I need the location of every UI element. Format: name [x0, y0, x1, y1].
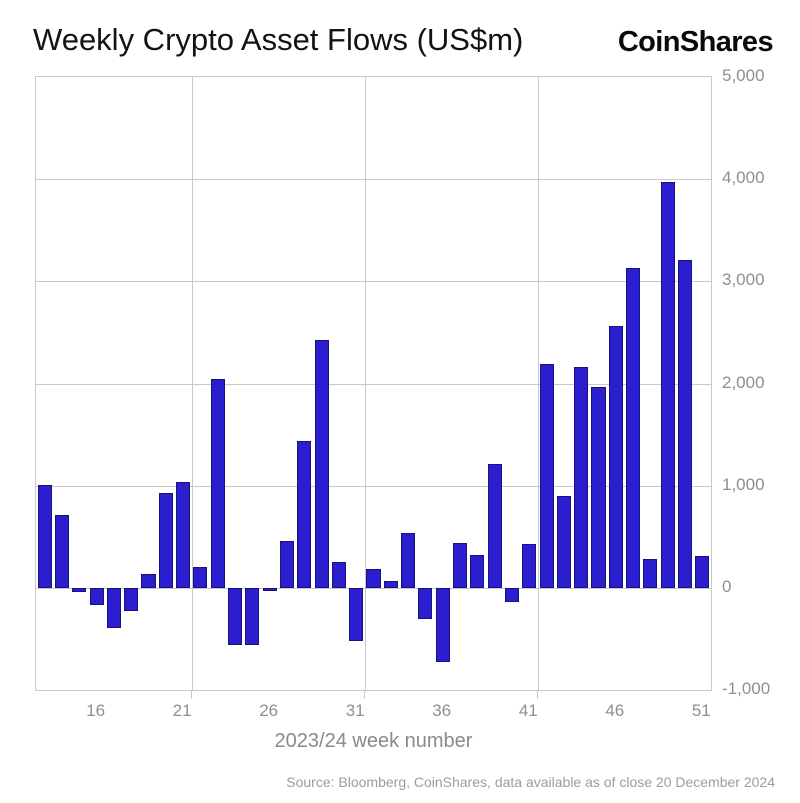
chart-title: Weekly Crypto Asset Flows (US$m) [33, 22, 524, 57]
bar-week-43 [556, 496, 571, 588]
y-tick-label--1000: -1,000 [722, 679, 771, 698]
y-tick-label-5000: 5,000 [722, 66, 765, 85]
bar-week-35 [418, 587, 433, 620]
bar-week-30 [331, 561, 346, 588]
bar-week-23 [210, 379, 225, 588]
bar-week-41 [522, 543, 537, 588]
bar-week-29 [314, 339, 329, 588]
y-tick-label-4000: 4,000 [722, 168, 765, 188]
bar-week-50 [677, 259, 693, 588]
bar-week-46 [608, 326, 623, 588]
bar-week-26 [262, 587, 277, 591]
x-tick-label-36: 36 [432, 701, 452, 720]
bar-week-42 [539, 364, 554, 588]
x-tick-label-46: 46 [605, 701, 625, 720]
bar-week-34 [401, 532, 416, 588]
bar-week-27 [279, 541, 295, 588]
h-gridline-3000 [36, 281, 711, 283]
coinshares-logo: CoinShares [617, 26, 774, 58]
x-axis-title: 2023/24 week number [274, 730, 473, 752]
bar-week-38 [470, 555, 485, 588]
bar-week-28 [297, 440, 312, 588]
y-tick-label-3000: 3,000 [722, 270, 765, 290]
bar-week-17 [106, 587, 121, 628]
v-gridline-week-31 [364, 77, 366, 690]
bar-week-51 [695, 556, 710, 588]
bar-week-37 [452, 542, 468, 588]
x-tick-label-41: 41 [518, 701, 538, 720]
x-tick-label-21: 21 [172, 701, 192, 720]
bar-week-39 [487, 463, 502, 588]
y-tick-label-0: 0 [722, 576, 732, 596]
bar-week-24 [227, 587, 243, 646]
h-gridline-2000 [36, 383, 711, 385]
bar-week-22 [193, 566, 208, 588]
bar-week-16 [89, 587, 104, 605]
bar-week-33 [383, 580, 398, 588]
x-tick-label-51: 51 [691, 701, 711, 720]
bar-week-31 [349, 587, 364, 642]
source-note: Source: Bloomberg, CoinShares, data avai… [286, 774, 775, 790]
x-axis-tick-week-41 [536, 690, 538, 699]
bar-week-25 [245, 587, 260, 646]
bar-week-32 [366, 568, 381, 588]
bar-week-36 [435, 587, 450, 663]
y-tick-label-2000: 2,000 [722, 372, 765, 392]
bar-week-44 [574, 367, 589, 588]
v-gridline-week-21 [191, 77, 193, 690]
h-gridline-1000 [36, 485, 711, 487]
bar-week-47 [626, 268, 641, 588]
bar-week-20 [158, 493, 173, 588]
bar-week-21 [176, 481, 191, 588]
bar-week-18 [124, 587, 139, 611]
y-tick-label-1000: 1,000 [722, 474, 765, 494]
h-gridline-0 [36, 587, 711, 589]
x-axis-tick-week-31 [363, 690, 365, 699]
x-tick-label-16: 16 [86, 701, 106, 720]
bar-week-14 [54, 514, 70, 588]
h-gridline-4000 [36, 179, 711, 181]
x-tick-label-31: 31 [345, 701, 365, 720]
bar-week-48 [643, 559, 658, 588]
bar-week-45 [591, 387, 606, 588]
bar-week-49 [660, 182, 675, 588]
bar-week-40 [504, 587, 520, 602]
x-tick-label-26: 26 [259, 701, 279, 720]
v-gridline-week-41 [537, 77, 539, 690]
x-axis-tick-week-21 [190, 690, 192, 699]
bar-week-13 [37, 484, 52, 588]
plot-area [35, 76, 712, 691]
bar-week-15 [72, 587, 87, 592]
bar-week-19 [141, 574, 156, 588]
